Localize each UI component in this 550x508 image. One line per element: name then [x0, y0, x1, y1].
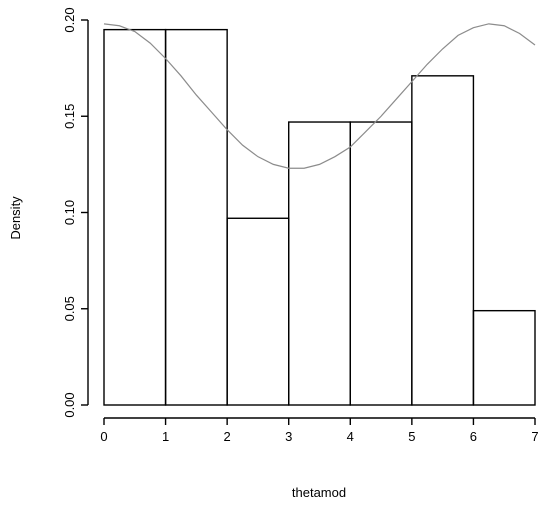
histogram-bar-7 — [472, 309, 536, 406]
histogram-bar-6 — [411, 75, 475, 406]
y-axis: 0.00 0.05 0.10 0.15 0.20 — [62, 7, 89, 418]
density-curve — [103, 23, 536, 169]
x-tick-label: 7 — [531, 429, 538, 444]
histogram-bar-1 — [103, 28, 167, 406]
x-axis: 0 1 2 3 4 5 6 7 — [100, 417, 539, 444]
x-tick-label: 6 — [470, 429, 477, 444]
histogram-bar-2 — [164, 28, 228, 406]
x-tick-label: 4 — [347, 429, 354, 444]
y-axis-title: Density — [8, 196, 23, 240]
y-tick-label: 0.00 — [62, 392, 77, 417]
y-tick-label: 0.10 — [62, 200, 77, 225]
histogram-bars — [103, 28, 536, 406]
histogram-bar-3 — [226, 217, 290, 406]
x-tick-label: 5 — [408, 429, 415, 444]
y-tick-label: 0.20 — [62, 7, 77, 32]
x-axis-title: thetamod — [292, 485, 346, 500]
x-tick-label: 2 — [224, 429, 231, 444]
y-tick-label: 0.05 — [62, 296, 77, 321]
x-tick-label: 3 — [285, 429, 292, 444]
y-tick-label: 0.15 — [62, 104, 77, 129]
histogram-bar-5 — [349, 121, 413, 406]
x-tick-label: 1 — [162, 429, 169, 444]
x-tick-label: 0 — [100, 429, 107, 444]
